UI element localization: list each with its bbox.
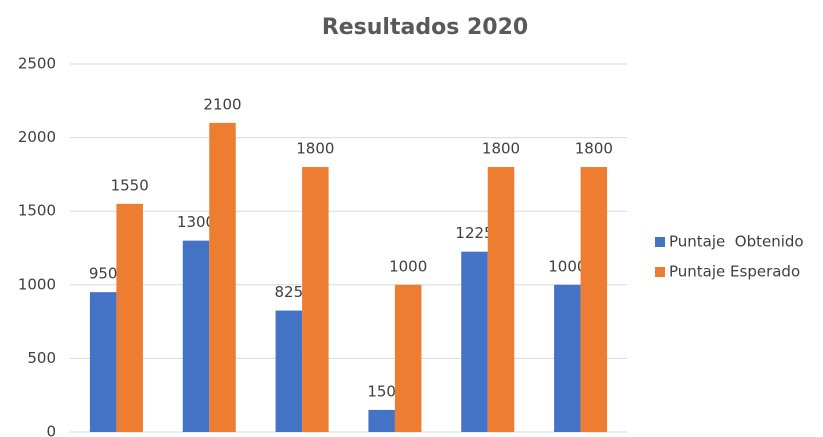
bar (461, 251, 488, 432)
legend-label: Puntaje Esperado (669, 263, 800, 281)
y-tick-label: 2500 (18, 55, 56, 73)
data-label: 1300 (177, 213, 215, 231)
data-label: 2100 (203, 95, 241, 113)
bar (487, 167, 515, 433)
data-label: 1550 (111, 176, 149, 194)
y-tick-label: 0 (46, 423, 56, 437)
data-label: 1800 (482, 140, 520, 158)
data-label: 1000 (389, 257, 427, 275)
bar (116, 203, 143, 432)
bar (554, 284, 581, 432)
bar (394, 284, 422, 432)
data-label: 1225 (455, 224, 493, 242)
data-label: 950 (89, 265, 118, 283)
bar (182, 240, 210, 432)
data-label: 1800 (296, 140, 334, 158)
bar (209, 122, 236, 432)
legend-label: Puntaje Obtenido (669, 233, 804, 251)
bar (302, 167, 329, 433)
bar (580, 167, 608, 433)
y-tick-label: 2000 (18, 128, 56, 146)
legend-swatch (655, 267, 665, 277)
bar (89, 292, 117, 432)
chart-title: Resultados 2020 (322, 15, 528, 40)
y-tick-label: 1500 (18, 202, 56, 220)
y-tick-label: 1000 (18, 275, 56, 293)
data-label: 150 (367, 382, 396, 400)
data-label: 1800 (575, 140, 613, 158)
y-tick-label: 500 (27, 349, 56, 367)
bar (368, 409, 395, 432)
data-label: 825 (275, 283, 304, 301)
legend-swatch (655, 237, 665, 247)
data-label: 1000 (548, 257, 586, 275)
bar (275, 310, 303, 432)
